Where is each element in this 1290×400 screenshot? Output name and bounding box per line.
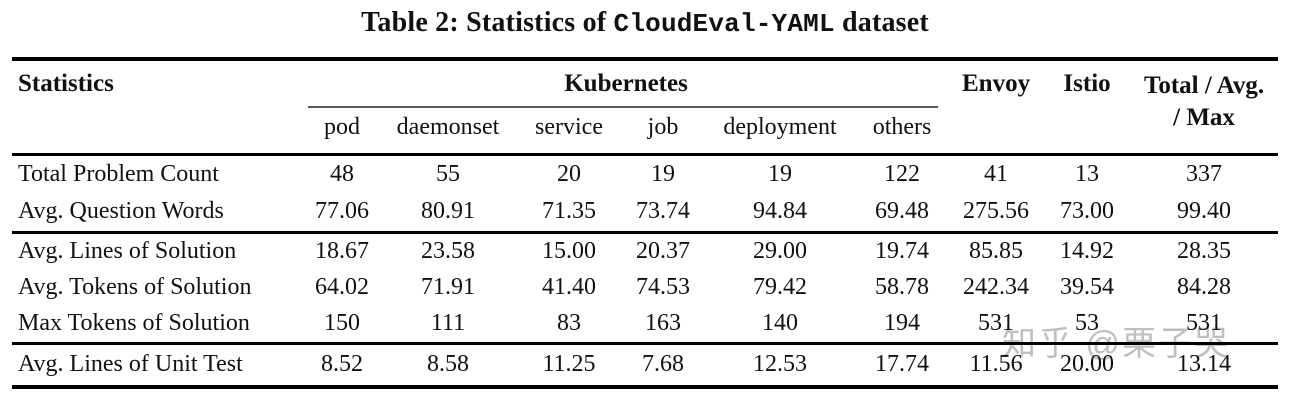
cell: 41.40: [542, 274, 596, 300]
section-solution-stats: Avg. Lines of Solution 18.67 23.58 15.00…: [12, 232, 1279, 343]
section-unit-test-stats: Avg. Lines of Unit Test 8.52 8.58 11.25 …: [12, 343, 1279, 387]
cell: 531: [978, 310, 1015, 337]
cell: 58.78: [875, 274, 930, 300]
table-caption: Table 2: Statistics of CloudEval-YAML da…: [0, 0, 1290, 57]
subcolumn-daemonset: daemonset: [396, 114, 500, 140]
cell: 19: [768, 160, 792, 187]
cell: 71.35: [542, 198, 596, 225]
table-row: Avg. Lines of Unit Test 8.52 8.58 11.25 …: [12, 343, 1278, 387]
subcolumn-deployment: deployment: [723, 114, 837, 140]
row-label: Avg. Lines of Solution: [18, 237, 237, 264]
subcolumn-service: service: [535, 114, 603, 140]
caption-suffix: dataset: [834, 7, 929, 38]
cell: 84.28: [1177, 274, 1232, 300]
cell: 8.52: [321, 351, 363, 378]
cell: 83: [557, 310, 581, 337]
table-row: Avg. Tokens of Solution 64.02 71.91 41.4…: [12, 269, 1278, 306]
cell: 13.14: [1177, 351, 1232, 378]
cell: 80.91: [421, 198, 475, 225]
cell: 20.00: [1060, 351, 1115, 378]
cell: 111: [430, 310, 466, 337]
cell: 150: [324, 310, 360, 337]
cell: 69.48: [875, 198, 930, 225]
kubernetes-cmidrule: [308, 106, 939, 108]
cell: 79.42: [753, 274, 807, 300]
column-header-total: Total / Avg. / Max: [1130, 59, 1278, 154]
cell: 41: [984, 160, 1009, 187]
cell: 55: [436, 160, 460, 187]
cell: 20.37: [636, 237, 690, 264]
header-row-groups: Statistics Kubernetes Envoy Istio Total …: [12, 59, 1278, 131]
cell: 122: [884, 160, 921, 187]
cell: 15.00: [542, 237, 596, 264]
cell: 11.56: [969, 351, 1023, 378]
statistics-table: Statistics Kubernetes Envoy Istio Total …: [12, 57, 1279, 389]
cell: 53: [1075, 310, 1100, 337]
caption-prefix: Table 2: Statistics of: [361, 7, 614, 38]
header-row-subcolumns: pod daemonset service job deployment oth…: [12, 108, 1278, 154]
cell: 140: [762, 310, 798, 337]
column-header-istio: Istio: [1063, 70, 1111, 97]
cell: 39.54: [1060, 274, 1115, 300]
cell: 73.74: [636, 198, 690, 225]
cell: 11.25: [542, 351, 596, 378]
cell: 242.34: [963, 274, 1030, 300]
column-header-envoy: Envoy: [962, 70, 1031, 97]
subcolumn-pod: pod: [324, 114, 360, 140]
cell: 18.67: [315, 237, 369, 264]
kubernetes-group-label: Kubernetes: [564, 70, 688, 97]
table-row: Avg. Lines of Solution 18.67 23.58 15.00…: [12, 232, 1278, 269]
cell: 7.68: [642, 351, 684, 378]
total-header-line1: Total / Avg.: [1143, 72, 1265, 99]
row-label: Max Tokens of Solution: [18, 310, 250, 337]
subcolumn-others: others: [872, 114, 932, 140]
table-row: Max Tokens of Solution 150 111 83 163 14…: [12, 306, 1278, 343]
cell: 337: [1186, 160, 1223, 187]
cell: 12.53: [753, 351, 807, 378]
cell: 99.40: [1177, 198, 1232, 225]
cell: 13: [1075, 160, 1100, 187]
cell: 8.58: [427, 351, 469, 378]
cell: 48: [330, 160, 354, 187]
cell: 17.74: [875, 351, 930, 378]
column-group-kubernetes: Kubernetes: [304, 59, 948, 108]
cell: 71.91: [421, 274, 475, 300]
column-header-statistics: Statistics: [18, 70, 114, 97]
row-label: Avg. Question Words: [18, 198, 224, 225]
cell: 19.74: [875, 237, 930, 264]
cell: 64.02: [315, 274, 369, 300]
cell: 73.00: [1060, 198, 1115, 225]
caption-dataset-name: CloudEval-YAML: [613, 9, 835, 39]
cell: 85.85: [969, 237, 1024, 264]
row-label: Avg. Lines of Unit Test: [18, 351, 243, 378]
cell: 194: [884, 310, 921, 337]
row-label: Avg. Tokens of Solution: [18, 274, 252, 300]
cell: 23.58: [421, 237, 475, 264]
cell: 74.53: [636, 274, 690, 300]
row-label: Total Problem Count: [18, 160, 219, 187]
table-header: Statistics Kubernetes Envoy Istio Total …: [12, 59, 1279, 154]
zhihu-watermark: 知乎 @栗子哭: [1002, 325, 1230, 363]
cell: 28.35: [1177, 237, 1232, 264]
subcolumn-job: job: [647, 114, 679, 140]
cell: 29.00: [753, 237, 807, 264]
table-row: Avg. Question Words 77.06 80.91 71.35 73…: [12, 193, 1278, 232]
cell: 77.06: [315, 198, 369, 225]
section-problem-stats: Total Problem Count 48 55 20 19 19 122 4…: [12, 154, 1278, 232]
cell: 163: [645, 310, 681, 337]
cell: 19: [651, 160, 675, 187]
cell: 14.92: [1060, 237, 1115, 264]
cell: 531: [1186, 310, 1223, 337]
cell: 94.84: [753, 198, 807, 225]
cell: 275.56: [963, 198, 1030, 225]
table-row: Total Problem Count 48 55 20 19 19 122 4…: [12, 154, 1278, 193]
cell: 20: [557, 160, 581, 187]
total-header-line2: / Max: [1173, 104, 1235, 131]
